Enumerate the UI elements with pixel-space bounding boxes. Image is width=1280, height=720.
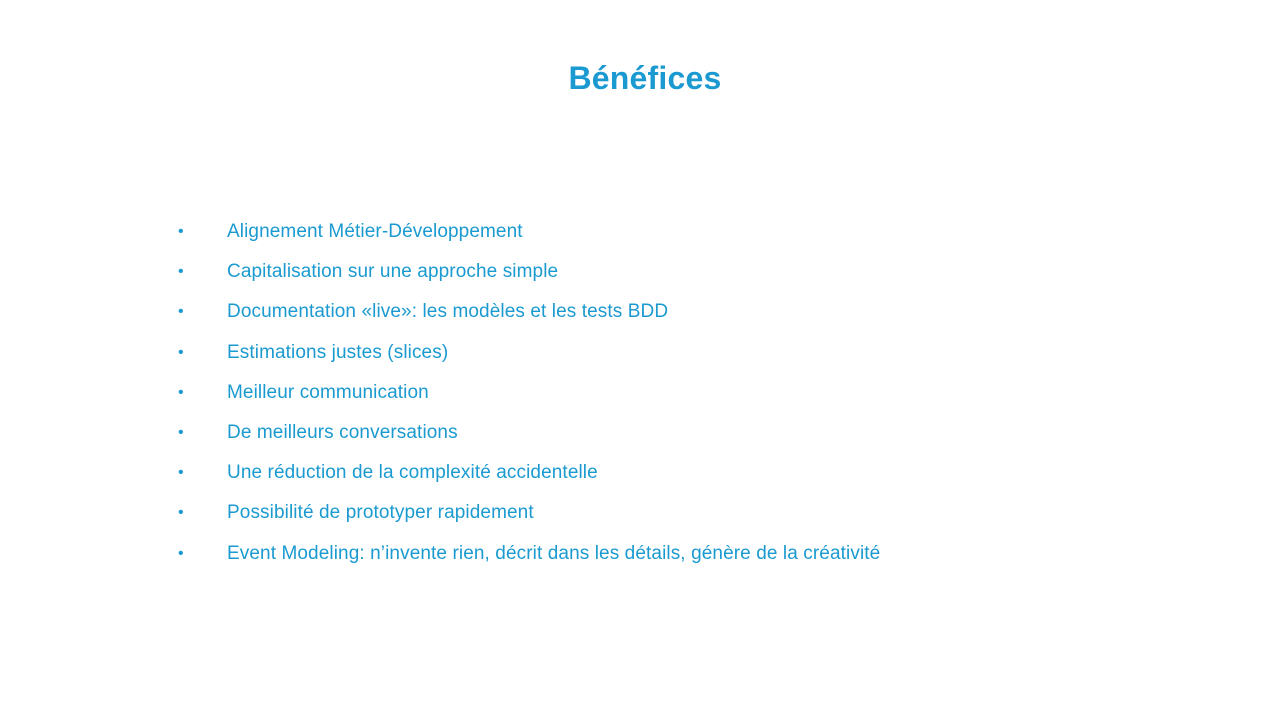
bullet-text: Estimations justes (slices) <box>227 341 449 363</box>
bullet-text: Alignement Métier-Développement <box>227 221 523 243</box>
bullet-text: Documentation «live»: les modèles et les… <box>227 301 669 323</box>
bullet-text: Capitalisation sur une approche simple <box>227 261 559 283</box>
bullet-icon: • <box>178 504 184 522</box>
list-item: • Une réduction de la complexité acciden… <box>176 453 880 493</box>
list-item: • Event Modeling: n’invente rien, décrit… <box>176 534 880 574</box>
list-item: • De meilleurs conversations <box>176 413 880 453</box>
slide-title: Bénéfices <box>568 60 722 96</box>
list-item: • Capitalisation sur une approche simple <box>176 252 880 292</box>
bullet-icon: • <box>178 544 184 562</box>
list-item: • Documentation «live»: les modèles et l… <box>176 292 880 332</box>
list-item: • Alignement Métier-Développement <box>176 212 880 252</box>
list-item: • Possibilité de prototyper rapidement <box>176 493 880 533</box>
bullet-icon: • <box>178 343 184 361</box>
bullet-icon: • <box>178 383 184 401</box>
bullet-text: De meilleurs conversations <box>227 422 458 444</box>
bullet-text: Possibilité de prototyper rapidement <box>227 502 534 524</box>
bullet-icon: • <box>178 424 184 442</box>
bullet-icon: • <box>178 303 184 321</box>
bullet-icon: • <box>178 263 184 281</box>
list-item: • Meilleur communication <box>176 373 880 413</box>
bullet-icon: • <box>178 464 184 482</box>
list-item: • Estimations justes (slices) <box>176 333 880 373</box>
bullet-text: Une réduction de la complexité accidente… <box>227 462 598 484</box>
bullet-list: • Alignement Métier-Développement • Capi… <box>176 212 880 574</box>
bullet-text: Meilleur communication <box>227 381 429 403</box>
bullet-text: Event Modeling: n’invente rien, décrit d… <box>227 542 881 564</box>
bullet-icon: • <box>178 223 184 241</box>
